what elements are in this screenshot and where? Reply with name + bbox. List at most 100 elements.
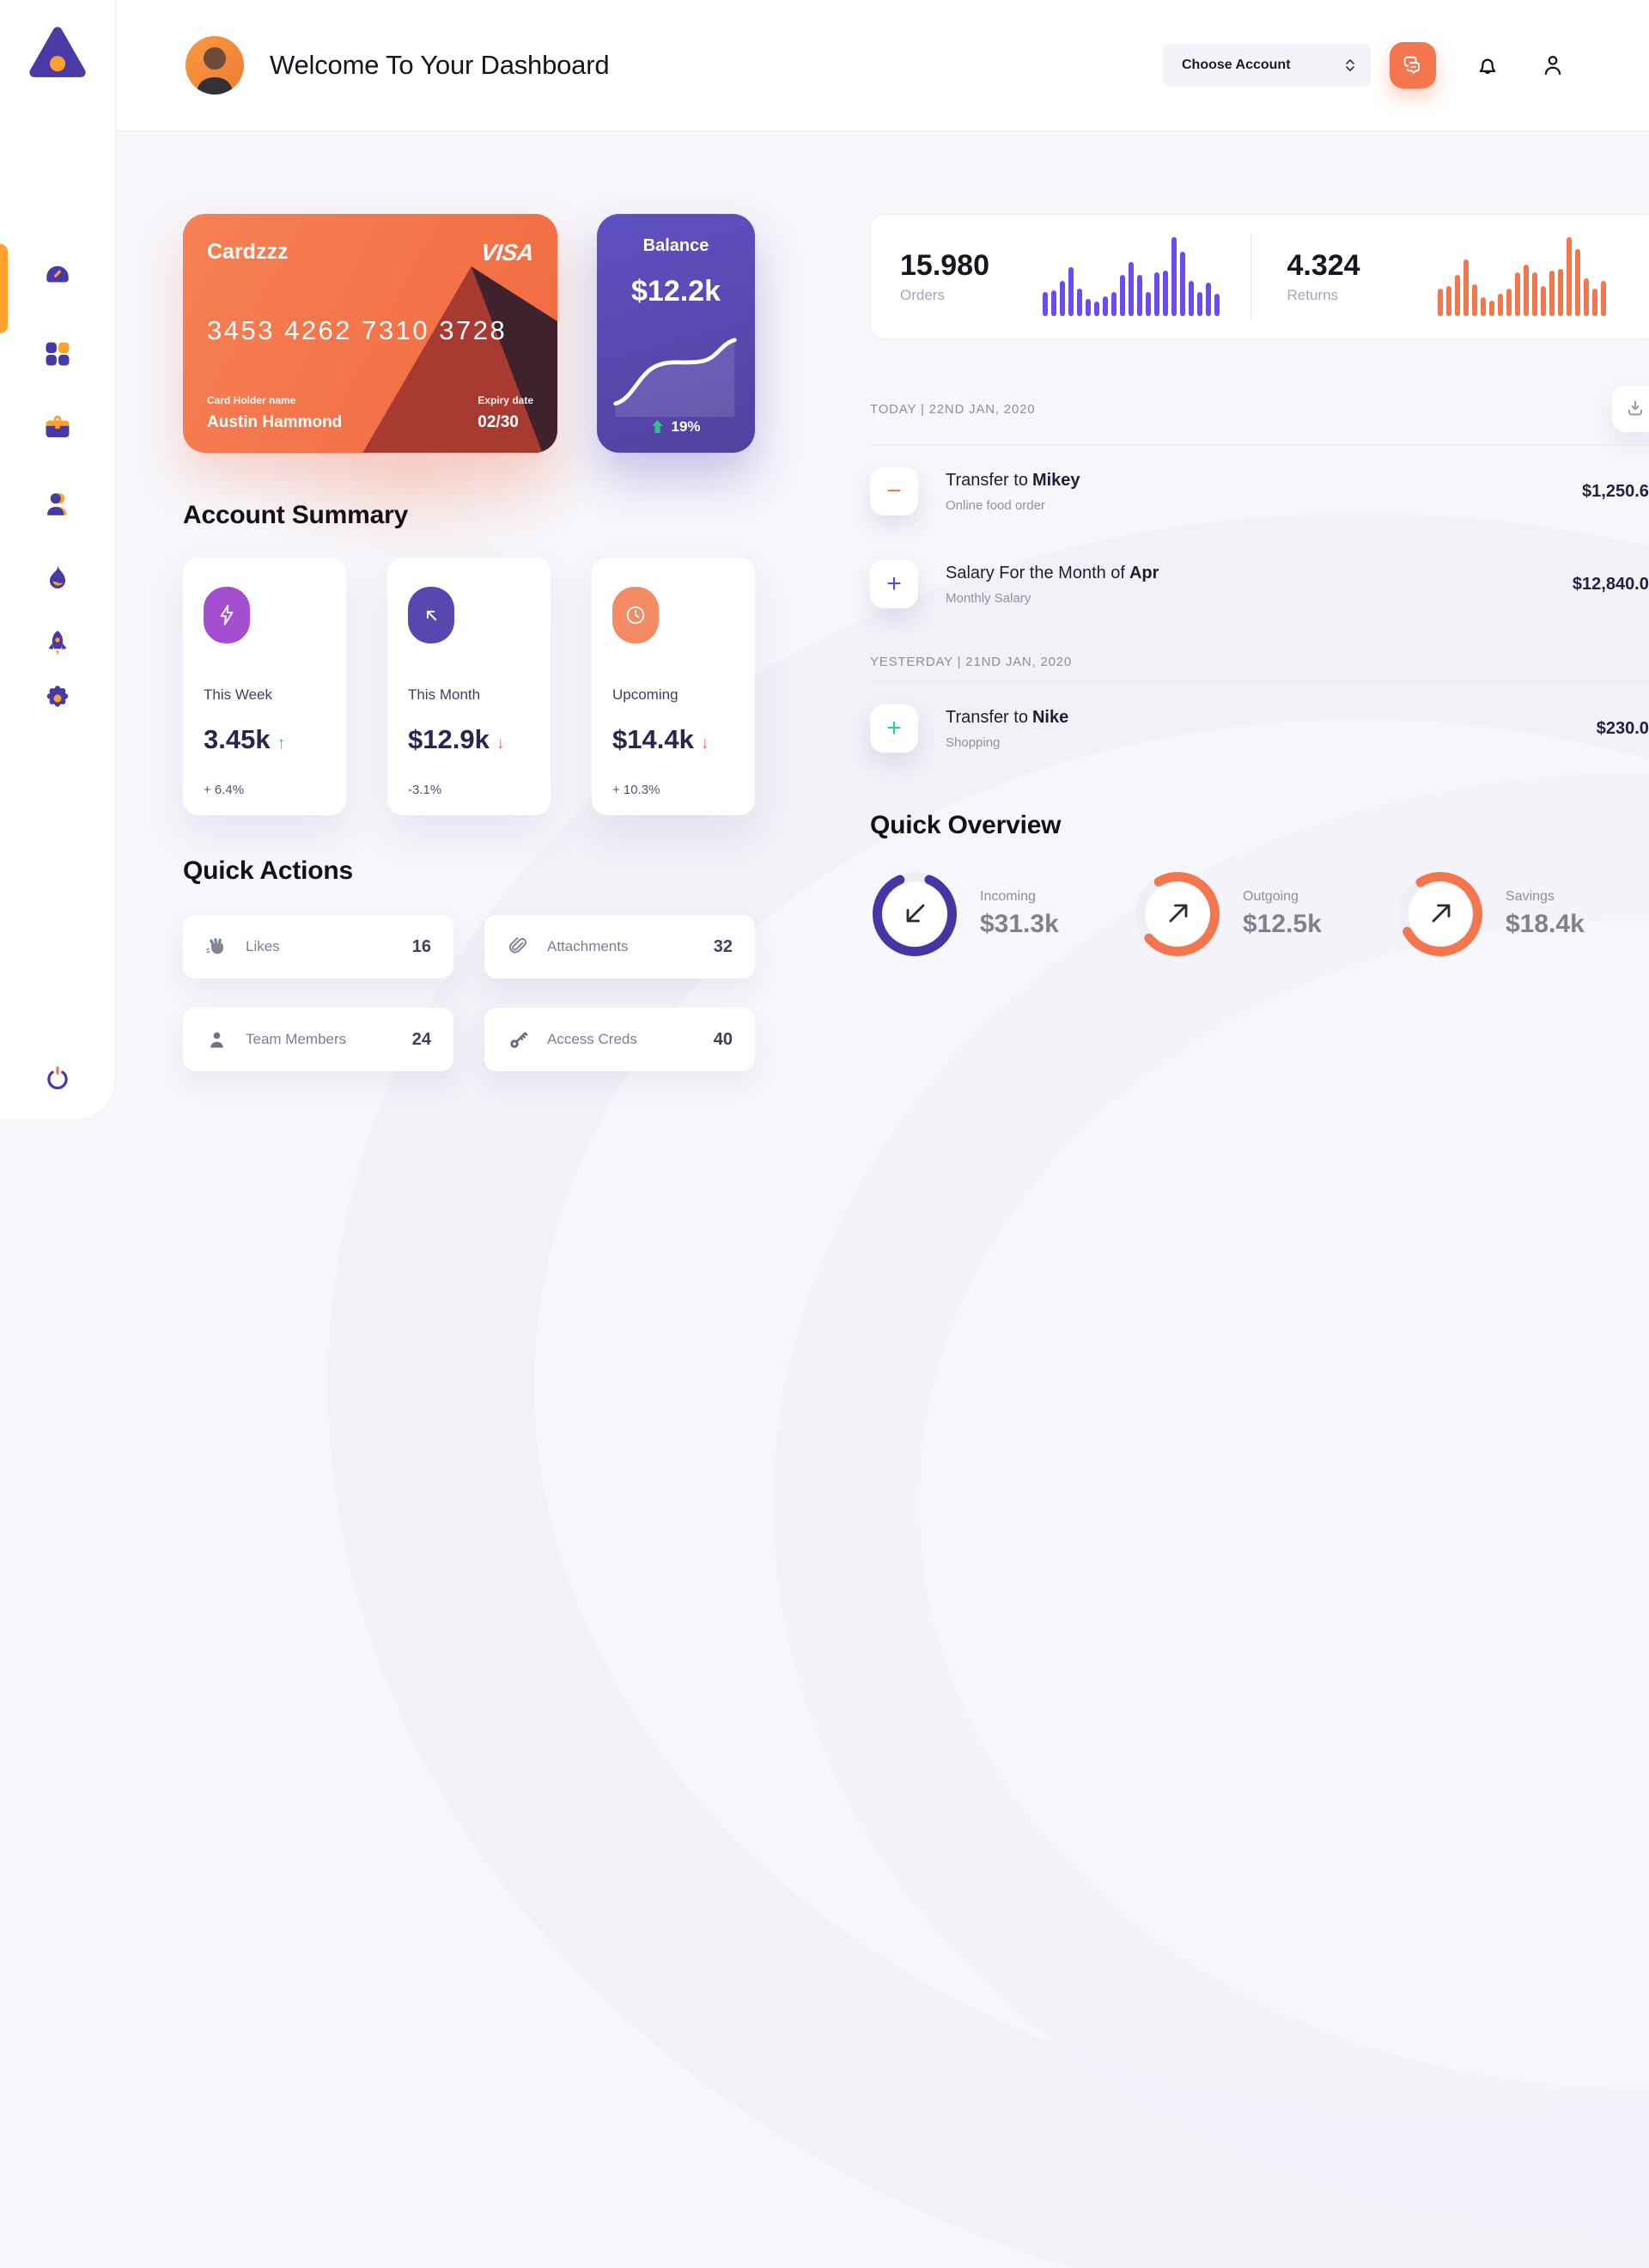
sidebar-item-dashboard[interactable]: [38, 256, 77, 296]
account-summary-title: Account Summary: [183, 501, 409, 529]
key-icon: [510, 1031, 528, 1048]
returns-label: Returns: [1287, 287, 1339, 303]
active-nav-indicator: [0, 244, 8, 333]
overview-value: $18.4k: [1506, 910, 1585, 938]
quick-action-access-creds[interactable]: Access Creds 40: [484, 1008, 755, 1071]
trend-down-arrow-icon: ↓: [700, 735, 709, 753]
rocket-icon: [49, 631, 66, 655]
avatar[interactable]: [186, 36, 244, 94]
transaction-amount: $230.00: [1596, 718, 1649, 738]
stats-divider: [1250, 234, 1251, 320]
orders-value: 15.980: [900, 249, 989, 282]
transaction-amount: $1,250.60: [1582, 481, 1649, 501]
apps-grid-icon: [46, 342, 70, 366]
account-select[interactable]: Choose Account: [1163, 43, 1371, 88]
download-icon: [1628, 400, 1643, 416]
sidebar-item-team[interactable]: [38, 485, 77, 524]
divider: [870, 444, 1649, 445]
sidebar-item-trending[interactable]: [38, 558, 77, 598]
overview-incoming: Incoming $31.3k: [870, 869, 1133, 959]
overview-outgoing: Outgoing $12.5k: [1133, 869, 1396, 959]
sidebar-item-work[interactable]: [38, 407, 77, 447]
quick-action-attachments[interactable]: Attachments 32: [484, 915, 755, 979]
gear-icon: [46, 686, 69, 707]
transaction-row-salary[interactable]: + Salary For the Month of Apr Monthly Sal…: [870, 538, 1649, 631]
header: Welcome To Your Dashboard Choose Account: [117, 0, 1649, 131]
quick-action-likes[interactable]: Likes 16: [183, 915, 453, 979]
summary-value: 3.45k: [204, 724, 271, 754]
transaction-title-bold: Nike: [1031, 707, 1069, 727]
summary-card-upcoming: Upcoming $14.4k ↓ + 10.3%: [592, 558, 755, 815]
orders-returns-card: 15.980 Orders 4.324 Returns: [870, 214, 1649, 339]
balance-card: Balance $12.2k 19%: [597, 214, 755, 453]
transaction-row-mikey[interactable]: − Transfer to Mikey Online food order $1,…: [870, 445, 1649, 538]
transaction-subtitle: Shopping: [946, 735, 1001, 750]
flame-icon: [50, 565, 65, 588]
profile-button[interactable]: [1539, 52, 1567, 79]
orders-bar-chart: [1042, 237, 1220, 316]
clap-icon: [206, 937, 224, 954]
up-arrow-icon: [652, 420, 664, 433]
quick-actions-title: Quick Actions: [183, 857, 353, 885]
summary-value: $14.4k: [612, 724, 694, 754]
plus-icon: +: [886, 570, 902, 598]
chat-icon: [1403, 56, 1420, 74]
arrow-up-left-icon: [426, 610, 437, 621]
quick-action-count: 16: [411, 936, 431, 956]
trend-down-arrow-icon: ↓: [496, 735, 505, 753]
sidebar-item-launch[interactable]: [38, 624, 77, 663]
transactions-date-yesterday: YESTERDAY | 21ND JAN, 2020: [870, 655, 1073, 669]
triangle-logo-icon: [29, 27, 86, 77]
lightning-icon: [220, 604, 234, 625]
main-content: Cardzzz VISA 3453 4262 7310 3728 Card Ho…: [117, 132, 1649, 1134]
chat-button[interactable]: [1390, 42, 1436, 88]
transactions-date-today: TODAY | 22ND JAN, 2020: [870, 401, 1036, 417]
right-column: 15.980 Orders 4.324 Returns TODAY | 22ND…: [870, 214, 1649, 1134]
summary-delta: + 10.3%: [612, 783, 660, 797]
transaction-subtitle: Monthly Salary: [946, 590, 1031, 606]
summary-label: This Month: [408, 686, 481, 703]
expiry-date: 02/30: [478, 413, 519, 431]
transaction-subtitle: Online food order: [946, 497, 1045, 513]
account-summary-cards: This Week 3.45k ↑ + 6.4% This Month $12.…: [183, 558, 755, 815]
avatar-photo: [196, 47, 234, 94]
sidebar: [0, 0, 116, 1119]
orders-stat: 15.980 Orders: [900, 237, 1242, 316]
select-chevron-icon: [1346, 59, 1354, 71]
summary-delta: + 6.4%: [204, 783, 245, 797]
quick-action-team-members[interactable]: Team Members 24: [183, 1008, 453, 1071]
transaction-title-bold: Mikey: [1031, 470, 1080, 490]
sidebar-item-apps[interactable]: [38, 334, 77, 374]
logout-button[interactable]: [38, 1058, 77, 1098]
overview-savings: Savings $18.4k: [1396, 869, 1649, 959]
summary-value: $12.9k: [408, 724, 490, 754]
clock-icon: [626, 606, 645, 625]
plus-icon: +: [886, 714, 902, 742]
summary-label: Upcoming: [612, 686, 678, 703]
transaction-title: Transfer to: [946, 470, 1028, 490]
sidebar-item-settings[interactable]: [38, 679, 77, 718]
transaction-title-bold: Apr: [1129, 563, 1159, 582]
download-button[interactable]: [1612, 386, 1649, 432]
returns-stat: 4.324 Returns: [1260, 237, 1629, 316]
transaction-title: Transfer to: [946, 707, 1028, 727]
quick-actions-grid: Likes 16 Attachments 32 Team Members 24: [183, 915, 755, 1071]
quick-action-count: 32: [713, 936, 733, 956]
summary-label: This Week: [204, 686, 272, 703]
quick-overview-row: Incoming $31.3k Outgoing $12.5k: [870, 869, 1649, 959]
app-logo[interactable]: [27, 24, 88, 86]
card-number: 3453 4262 7310 3728: [207, 315, 508, 345]
incoming-ring-chart: [873, 872, 957, 956]
overview-value: $31.3k: [980, 910, 1059, 938]
user-icon: [46, 493, 67, 515]
balance-value: $12.2k: [631, 275, 721, 308]
trend-up-arrow-icon: ↑: [277, 735, 286, 753]
card-holder-name: Austin Hammond: [207, 413, 343, 431]
divider: [870, 681, 1649, 682]
notifications-button[interactable]: [1474, 52, 1501, 79]
quick-action-label: Team Members: [246, 1031, 347, 1047]
card-name: Cardzzz: [207, 240, 289, 264]
overview-label: Outgoing: [1243, 889, 1299, 904]
overview-label: Savings: [1506, 889, 1555, 904]
